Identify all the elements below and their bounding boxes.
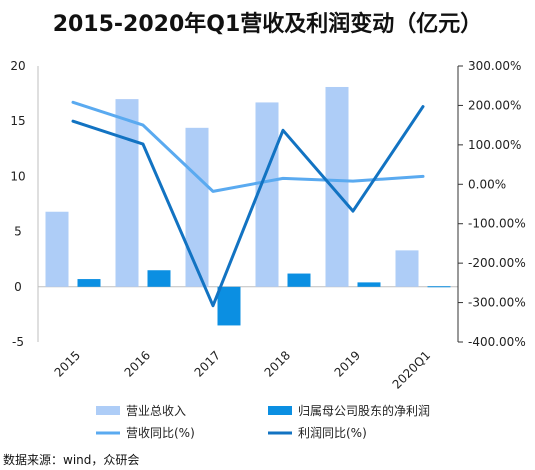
bar-revenue (185, 127, 209, 287)
right-tick-label: -300.00% (468, 296, 526, 310)
legend-swatch (96, 406, 120, 415)
left-tick-label: 15 (10, 114, 25, 128)
bar-net-profit (217, 286, 241, 326)
bar-revenue (115, 99, 139, 287)
right-tick-label: -400.00% (468, 335, 526, 349)
source-note: 数据来源：wind，众研会 (3, 453, 140, 467)
category-label: 2017 (192, 348, 223, 379)
bar-revenue (45, 211, 69, 287)
revenue-yoy-line (71, 100, 425, 193)
category-label: 2015 (52, 348, 83, 379)
lines (71, 100, 425, 308)
legend-swatch (268, 406, 292, 415)
right-tick-label: 100.00% (468, 138, 521, 152)
category-label: 2018 (262, 348, 293, 379)
right-tick-label: 0.00% (468, 177, 506, 191)
bar-net-profit (77, 279, 101, 287)
category-label: 2016 (122, 348, 153, 379)
bar-revenue (325, 86, 349, 287)
legend-label: 营业总收入 (126, 404, 186, 418)
profit-yoy-line (71, 105, 425, 308)
category-label: 2020Q1 (390, 348, 434, 392)
bar-net-profit (427, 286, 451, 288)
legend-label: 归属母公司股东的净利润 (298, 403, 430, 418)
bar-net-profit (147, 270, 171, 287)
left-tick-label: 0 (14, 280, 22, 294)
bar-net-profit (287, 273, 311, 287)
legend-label: 营收同比(%) (126, 426, 195, 440)
left-tick-label: 5 (14, 225, 22, 239)
left-tick-label: 10 (10, 169, 25, 183)
bar-revenue (395, 250, 419, 287)
chart-title: 2015-2020年Q1营收及利润变动（亿元） (52, 12, 483, 37)
right-tick-label: 200.00% (468, 98, 521, 112)
right-tick-label: -100.00% (468, 217, 526, 231)
right-tick-label: -200.00% (468, 256, 526, 270)
right-tick-label: 300.00% (468, 59, 521, 73)
bar-net-profit (357, 282, 381, 287)
legend-label: 利润同比(%) (298, 426, 367, 440)
left-tick-label: -5 (12, 335, 24, 349)
left-tick-label: 20 (10, 59, 25, 73)
axes (37, 65, 463, 343)
category-label: 2019 (332, 348, 363, 379)
bars (45, 86, 451, 326)
bar-revenue (255, 102, 279, 287)
